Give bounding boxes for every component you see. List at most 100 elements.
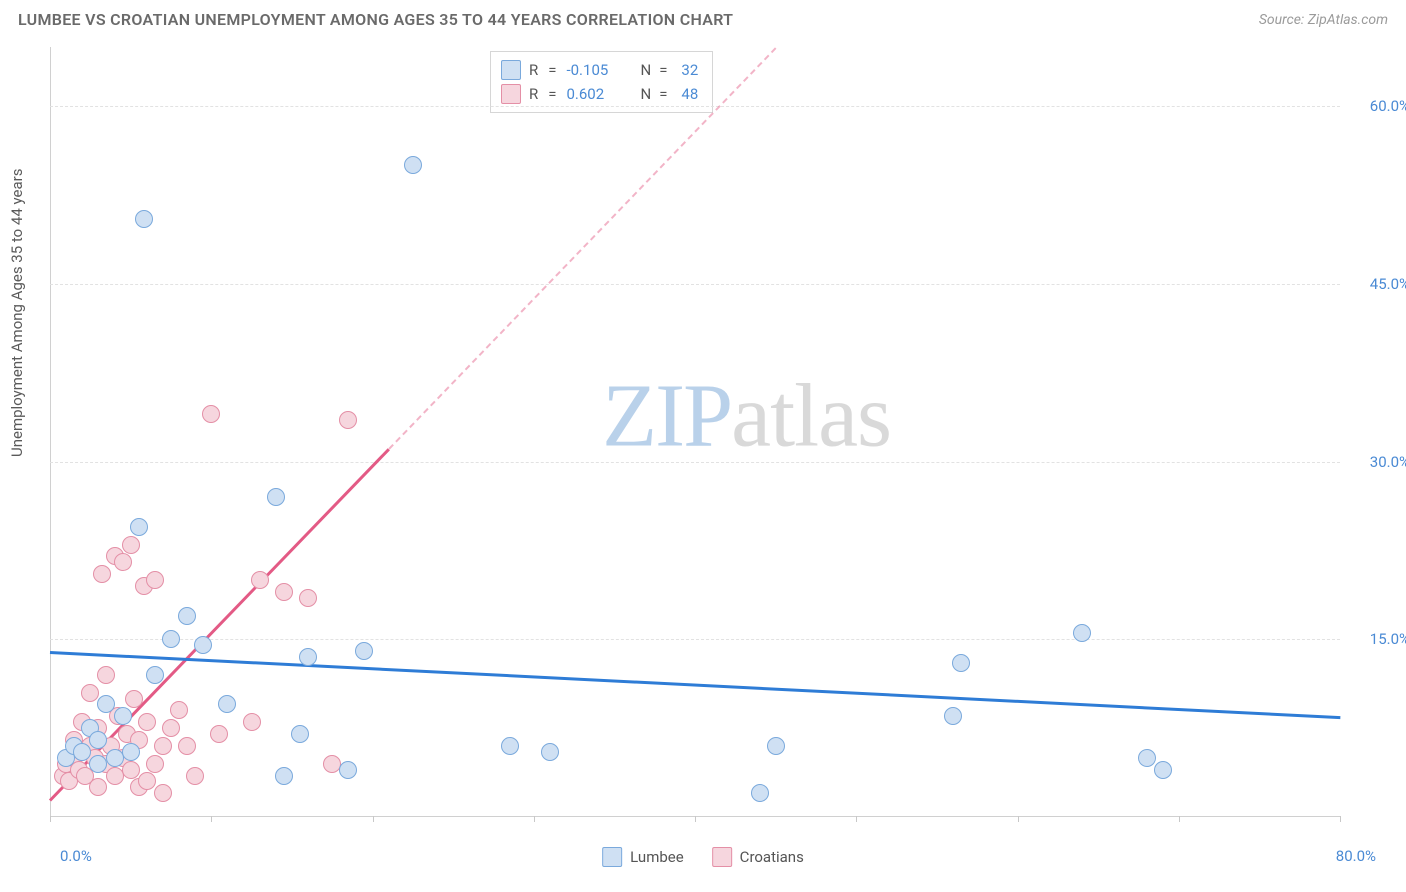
watermark-zip: ZIP bbox=[602, 367, 731, 466]
x-tick bbox=[1340, 816, 1341, 822]
legend-eq-3: = bbox=[548, 85, 556, 103]
chart-container: Unemployment Among Ages 35 to 44 years Z… bbox=[0, 37, 1406, 867]
data-point bbox=[194, 636, 212, 654]
data-point bbox=[114, 707, 132, 725]
trend-line bbox=[50, 651, 1340, 719]
plot-area: ZIPatlas R = -0.105 N = 32 R = 0.602 N =… bbox=[50, 47, 1340, 817]
legend-r-value-lumbee: -0.105 bbox=[566, 61, 622, 79]
watermark-atlas: atlas bbox=[731, 367, 891, 466]
data-point bbox=[138, 772, 156, 790]
data-point bbox=[122, 743, 140, 761]
legend-r-label: R bbox=[529, 61, 538, 79]
y-tick-label: 60.0% bbox=[1350, 97, 1406, 115]
x-tick bbox=[211, 816, 212, 822]
legend-eq-4: = bbox=[659, 85, 667, 103]
y-tick-label: 15.0% bbox=[1350, 630, 1406, 648]
data-point bbox=[122, 536, 140, 554]
x-axis-max-label: 80.0% bbox=[1336, 847, 1376, 865]
legend-item-croatians: Croatians bbox=[712, 847, 804, 867]
legend-n-value-croatians: 48 bbox=[681, 85, 698, 103]
data-point bbox=[130, 518, 148, 536]
y-tick-label: 30.0% bbox=[1350, 453, 1406, 471]
data-point bbox=[501, 737, 519, 755]
data-point bbox=[93, 565, 111, 583]
chart-title: LUMBEE VS CROATIAN UNEMPLOYMENT AMONG AG… bbox=[18, 10, 733, 29]
x-tick bbox=[534, 816, 535, 822]
data-point bbox=[135, 210, 153, 228]
data-point bbox=[146, 571, 164, 589]
data-point bbox=[339, 411, 357, 429]
data-point bbox=[1154, 761, 1172, 779]
data-point bbox=[97, 666, 115, 684]
legend-n-value-lumbee: 32 bbox=[681, 61, 698, 79]
data-point bbox=[154, 737, 172, 755]
chart-source: Source: ZipAtlas.com bbox=[1259, 12, 1388, 28]
legend-eq-2: = bbox=[659, 61, 667, 79]
legend-item-lumbee: Lumbee bbox=[602, 847, 684, 867]
data-point bbox=[146, 755, 164, 773]
gridline bbox=[50, 639, 1340, 640]
data-point bbox=[154, 784, 172, 802]
data-point bbox=[944, 707, 962, 725]
legend-swatch-lumbee-2 bbox=[602, 847, 622, 867]
x-tick bbox=[373, 816, 374, 822]
data-point bbox=[218, 695, 236, 713]
data-point bbox=[125, 690, 143, 708]
series-legend: Lumbee Croatians bbox=[602, 847, 804, 867]
data-point bbox=[178, 607, 196, 625]
data-point bbox=[952, 654, 970, 672]
data-point bbox=[89, 778, 107, 796]
x-tick bbox=[1018, 816, 1019, 822]
data-point bbox=[339, 761, 357, 779]
data-point bbox=[291, 725, 309, 743]
data-point bbox=[751, 784, 769, 802]
data-point bbox=[81, 684, 99, 702]
data-point bbox=[275, 767, 293, 785]
data-point bbox=[138, 713, 156, 731]
correlation-legend: R = -0.105 N = 32 R = 0.602 N = 48 bbox=[490, 51, 713, 113]
data-point bbox=[299, 589, 317, 607]
legend-n-label-2: N bbox=[640, 85, 651, 103]
watermark: ZIPatlas bbox=[602, 365, 891, 468]
data-point bbox=[122, 761, 140, 779]
legend-label-lumbee: Lumbee bbox=[630, 848, 684, 866]
y-axis-label: Unemployment Among Ages 35 to 44 years bbox=[8, 169, 26, 457]
legend-r-label-2: R bbox=[529, 85, 538, 103]
data-point bbox=[1073, 624, 1091, 642]
x-tick bbox=[856, 816, 857, 822]
data-point bbox=[202, 405, 220, 423]
data-point bbox=[267, 488, 285, 506]
y-tick-label: 45.0% bbox=[1350, 275, 1406, 293]
data-point bbox=[767, 737, 785, 755]
data-point bbox=[404, 156, 422, 174]
data-point bbox=[541, 743, 559, 761]
legend-r-value-croatians: 0.602 bbox=[566, 85, 622, 103]
data-point bbox=[1138, 749, 1156, 767]
legend-eq: = bbox=[548, 61, 556, 79]
legend-row-croatians: R = 0.602 N = 48 bbox=[501, 82, 698, 106]
x-tick bbox=[1179, 816, 1180, 822]
legend-row-lumbee: R = -0.105 N = 32 bbox=[501, 58, 698, 82]
data-point bbox=[251, 571, 269, 589]
y-axis-line bbox=[50, 47, 51, 816]
data-point bbox=[162, 630, 180, 648]
gridline bbox=[50, 284, 1340, 285]
gridline bbox=[50, 462, 1340, 463]
data-point bbox=[170, 701, 188, 719]
data-point bbox=[146, 666, 164, 684]
data-point bbox=[89, 731, 107, 749]
x-axis-min-label: 0.0% bbox=[60, 847, 92, 865]
legend-label-croatians: Croatians bbox=[740, 848, 804, 866]
data-point bbox=[243, 713, 261, 731]
data-point bbox=[186, 767, 204, 785]
data-point bbox=[73, 743, 91, 761]
x-tick bbox=[50, 816, 51, 822]
data-point bbox=[178, 737, 196, 755]
legend-swatch-lumbee bbox=[501, 60, 521, 80]
legend-n-label: N bbox=[640, 61, 651, 79]
data-point bbox=[210, 725, 228, 743]
data-point bbox=[114, 553, 132, 571]
data-point bbox=[275, 583, 293, 601]
data-point bbox=[97, 695, 115, 713]
legend-swatch-croatians-2 bbox=[712, 847, 732, 867]
